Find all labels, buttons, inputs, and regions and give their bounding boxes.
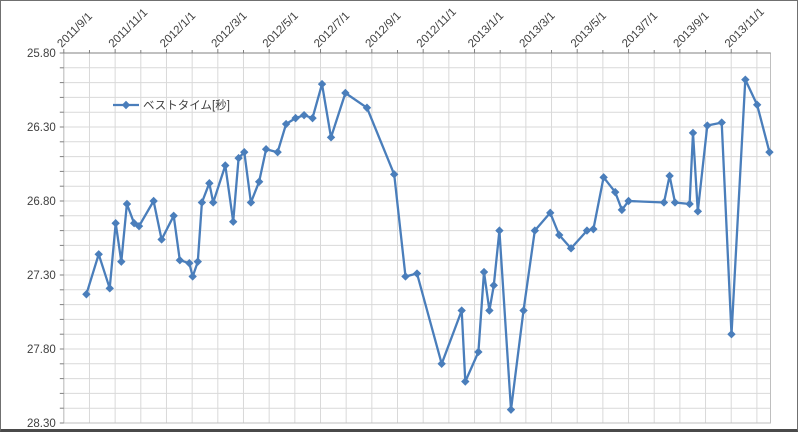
data-point-marker bbox=[530, 226, 540, 235]
data-point-marker bbox=[94, 250, 103, 259]
data-point-marker bbox=[117, 257, 126, 266]
x-axis-tick-label: 2013/3/1 bbox=[517, 10, 557, 50]
legend: ベストタイム[秒] bbox=[113, 98, 230, 112]
x-axis-tick-label: 2013/5/1 bbox=[569, 10, 609, 50]
data-point-marker bbox=[234, 153, 243, 163]
y-axis-tick-label: 27.80 bbox=[27, 344, 56, 356]
x-axis-tick-label: 2013/7/1 bbox=[620, 10, 660, 50]
data-point-marker bbox=[693, 207, 703, 216]
x-axis-tick-label: 2011/9/1 bbox=[55, 11, 95, 51]
data-point-marker bbox=[197, 198, 207, 207]
data-point-marker bbox=[240, 147, 249, 157]
data-point-marker bbox=[291, 113, 300, 123]
data-point-marker bbox=[610, 187, 620, 197]
x-axis-tick-label: 2013/1/1 bbox=[466, 10, 506, 50]
data-point-marker bbox=[221, 161, 230, 170]
data-point-marker bbox=[134, 221, 144, 231]
data-point-marker bbox=[566, 244, 576, 253]
data-point-marker bbox=[589, 224, 598, 234]
data-point-marker bbox=[122, 199, 132, 209]
x-axis-tick-label: 2012/3/1 bbox=[209, 10, 249, 50]
data-point-marker bbox=[229, 217, 238, 226]
data-point-marker bbox=[401, 272, 410, 281]
data-point-marker bbox=[752, 100, 762, 109]
data-point-marker bbox=[308, 113, 317, 123]
y-axis-tick-label: 25.80 bbox=[27, 48, 56, 60]
data-point-marker bbox=[624, 196, 633, 206]
data-point-marker bbox=[717, 118, 726, 127]
data-point-marker bbox=[437, 359, 446, 368]
data-point-marker bbox=[157, 235, 166, 244]
data-point-marker bbox=[412, 269, 422, 278]
legend-marker bbox=[121, 100, 131, 110]
data-point-marker bbox=[461, 377, 470, 386]
data-point-marker bbox=[82, 290, 91, 299]
data-point-marker bbox=[741, 75, 750, 84]
x-axis-tick-label: 2011/11/1 bbox=[107, 7, 150, 50]
legend-label: ベストタイム[秒] bbox=[143, 98, 230, 112]
data-point-marker bbox=[205, 179, 214, 188]
data-point-marker bbox=[659, 198, 669, 207]
data-point-marker bbox=[149, 196, 158, 206]
x-axis-labels: 2011/9/1 2011/11/1 2012/1/1 2012/3/1 2012/5/… bbox=[55, 6, 766, 50]
series-markers bbox=[82, 75, 774, 414]
x-axis-tick-label: 2012/7/1 bbox=[312, 10, 352, 50]
y-axis-tick-label: 26.30 bbox=[27, 122, 56, 134]
data-point-marker bbox=[188, 272, 197, 281]
data-point-marker bbox=[341, 88, 350, 98]
data-point-marker bbox=[599, 173, 608, 182]
data-point-marker bbox=[254, 177, 264, 186]
data-point-marker bbox=[261, 145, 271, 154]
gridlines bbox=[63, 52, 771, 424]
data-point-marker bbox=[582, 226, 592, 235]
data-point-marker bbox=[506, 405, 516, 414]
data-point-marker bbox=[479, 267, 489, 277]
data-point-marker bbox=[685, 199, 694, 209]
y-axis-tick-label: 27.30 bbox=[27, 270, 56, 282]
data-point-marker bbox=[111, 219, 120, 228]
data-point-marker bbox=[519, 306, 528, 315]
data-point-marker bbox=[546, 208, 555, 218]
data-point-marker bbox=[617, 205, 627, 215]
x-axis-tick-label: 2012/11/1 bbox=[415, 6, 459, 50]
data-point-marker bbox=[727, 330, 736, 339]
series-line bbox=[85, 78, 771, 411]
data-point-marker bbox=[362, 103, 372, 112]
data-point-marker bbox=[489, 281, 498, 290]
data-point-marker bbox=[246, 198, 256, 207]
y-axis-labels: 25.80 26.30 26.80 27.30 27.80 28.30 bbox=[27, 48, 56, 429]
data-point-marker bbox=[485, 306, 494, 315]
data-point-marker bbox=[317, 79, 327, 89]
data-point-marker bbox=[765, 147, 774, 157]
x-axis-tick-label: 2013/9/1 bbox=[672, 10, 712, 50]
data-point-marker bbox=[169, 211, 178, 220]
data-point-marker bbox=[175, 256, 185, 265]
data-point-marker bbox=[555, 230, 564, 240]
axis-ticks bbox=[59, 49, 758, 424]
data-point-marker bbox=[457, 306, 466, 315]
data-point-marker bbox=[703, 121, 712, 130]
data-point-marker bbox=[495, 226, 504, 235]
data-point-marker bbox=[105, 284, 114, 293]
x-axis-tick-label: 2013/11/1 bbox=[723, 6, 767, 50]
x-axis-tick-label: 2012/1/1 bbox=[158, 10, 198, 50]
data-point-marker bbox=[281, 119, 291, 129]
data-point-marker bbox=[193, 257, 202, 266]
data-point-marker bbox=[326, 133, 336, 142]
data-point-marker bbox=[208, 198, 218, 207]
y-axis-tick-label: 26.80 bbox=[27, 196, 56, 208]
data-point-marker bbox=[665, 171, 674, 181]
data-point-marker bbox=[688, 128, 698, 138]
data-point-marker bbox=[670, 198, 680, 207]
data-point-marker bbox=[273, 147, 282, 157]
x-axis-tick-label: 2012/5/1 bbox=[261, 10, 301, 50]
data-point-marker bbox=[474, 347, 483, 357]
data-point-marker bbox=[299, 110, 309, 120]
data-point-marker bbox=[389, 170, 399, 179]
y-axis-tick-label: 28.30 bbox=[27, 418, 56, 429]
x-axis-tick-label: 2012/9/1 bbox=[363, 10, 403, 50]
data-point-marker bbox=[185, 258, 194, 268]
